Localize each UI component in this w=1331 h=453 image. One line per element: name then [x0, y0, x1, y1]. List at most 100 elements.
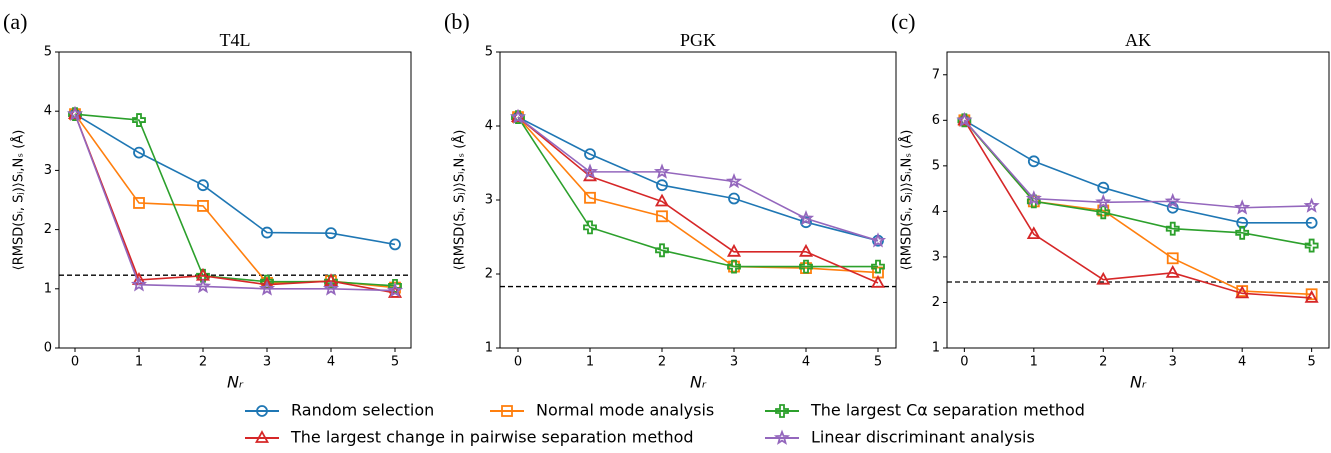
x-axis-label: Nᵣ: [1130, 373, 1147, 392]
x-tick-label: 0: [960, 355, 968, 370]
series-line: [74, 113, 396, 287]
x-tick-label: 2: [658, 355, 666, 370]
legend-marker: [501, 405, 513, 417]
series-line: [517, 116, 878, 268]
x-tick-label: 4: [802, 355, 810, 370]
chart-title: AK: [1125, 30, 1151, 50]
marker: [957, 112, 972, 126]
y-tick-label: 5: [932, 158, 940, 173]
marker: [798, 243, 814, 257]
series-line: [517, 116, 879, 242]
marker: [1165, 264, 1180, 278]
panel-label: (b): [444, 9, 470, 34]
marker: [133, 197, 145, 209]
y-axis-label: ⟨RMSD(Sᵢ, Sⱼ)⟩Sᵢ,Nₛ (Å): [452, 130, 468, 271]
legend-marker: [254, 430, 270, 443]
marker: [130, 276, 148, 292]
legend-marker: [773, 429, 791, 445]
marker: [727, 259, 741, 274]
y-tick-label: 7: [932, 67, 940, 82]
legend-label: Normal mode analysis: [536, 401, 714, 420]
x-tick-label: 4: [1238, 355, 1246, 370]
marker: [956, 111, 973, 128]
marker: [583, 220, 597, 235]
chart-title: T4L: [220, 30, 251, 50]
x-tick-label: 0: [514, 355, 522, 370]
marker: [653, 163, 671, 179]
marker: [261, 226, 273, 239]
x-tick-label: 5: [391, 355, 399, 370]
series-line: [74, 113, 396, 289]
marker: [799, 259, 813, 274]
marker: [66, 105, 84, 122]
marker: [869, 232, 887, 248]
marker: [581, 163, 599, 179]
marker: [1305, 288, 1318, 301]
panel-label: (a): [3, 9, 27, 34]
series-line: [74, 113, 396, 246]
marker: [1304, 238, 1319, 253]
x-tick-label: 5: [1307, 355, 1315, 370]
marker: [726, 243, 742, 257]
marker: [322, 280, 340, 296]
legend-marker: [256, 405, 268, 417]
y-tick-label: 5: [44, 45, 52, 60]
x-tick-label: 4: [327, 355, 335, 370]
series-line: [74, 113, 396, 292]
x-tick-label: 5: [874, 355, 882, 370]
marker: [1304, 290, 1319, 303]
marker: [725, 173, 743, 189]
marker: [325, 227, 337, 240]
marker: [656, 210, 668, 223]
marker: [871, 259, 885, 274]
x-axis-label: Nᵣ: [690, 373, 707, 392]
x-tick-label: 3: [263, 355, 271, 370]
y-tick-label: 1: [44, 281, 52, 296]
marker: [1096, 205, 1111, 220]
marker: [1235, 285, 1250, 299]
y-tick-label: 3: [932, 249, 940, 264]
panel-label: (c): [891, 9, 915, 34]
legend-label: Random selection: [291, 401, 434, 420]
marker: [197, 200, 209, 212]
plot-frame: [58, 51, 412, 349]
y-tick-label: 2: [485, 267, 493, 282]
y-tick-label: 4: [485, 119, 493, 134]
legend-label: The largest Cα separation method: [810, 401, 1085, 420]
marker: [584, 148, 596, 161]
marker: [1165, 221, 1180, 236]
marker: [1305, 216, 1318, 229]
marker: [258, 280, 276, 296]
marker: [510, 109, 526, 123]
y-tick-label: 2: [44, 222, 52, 237]
marker: [1097, 181, 1110, 194]
series-line: [963, 119, 1312, 299]
legend-label: The largest change in pairwise separatio…: [290, 428, 694, 447]
y-tick-label: 0: [44, 341, 52, 356]
x-tick-label: 1: [586, 355, 594, 370]
x-tick-label: 3: [1169, 355, 1177, 370]
marker: [260, 274, 274, 289]
marker: [654, 193, 670, 207]
y-tick-label: 3: [485, 193, 493, 208]
y-tick-label: 4: [44, 104, 52, 119]
marker: [509, 108, 527, 124]
series-line: [517, 116, 879, 274]
marker: [133, 146, 145, 159]
marker: [1235, 225, 1250, 240]
y-axis-label: ⟨RMSD(Sᵢ, Sⱼ)⟩Sᵢ,Nₛ (Å): [11, 130, 27, 271]
y-tick-label: 2: [932, 295, 940, 310]
marker: [1234, 199, 1251, 215]
legend-label: Linear discriminant analysis: [811, 428, 1035, 447]
legend-marker: [775, 404, 789, 418]
marker: [655, 243, 669, 258]
x-tick-label: 0: [71, 355, 79, 370]
y-axis-label: ⟨RMSD(Sᵢ, Sⱼ)⟩Sᵢ,Nₛ (Å): [899, 130, 915, 271]
y-tick-label: 5: [485, 45, 493, 60]
marker: [1236, 216, 1249, 229]
marker: [584, 191, 596, 204]
marker: [797, 210, 815, 226]
y-tick-label: 6: [932, 113, 940, 128]
marker: [1166, 252, 1179, 265]
